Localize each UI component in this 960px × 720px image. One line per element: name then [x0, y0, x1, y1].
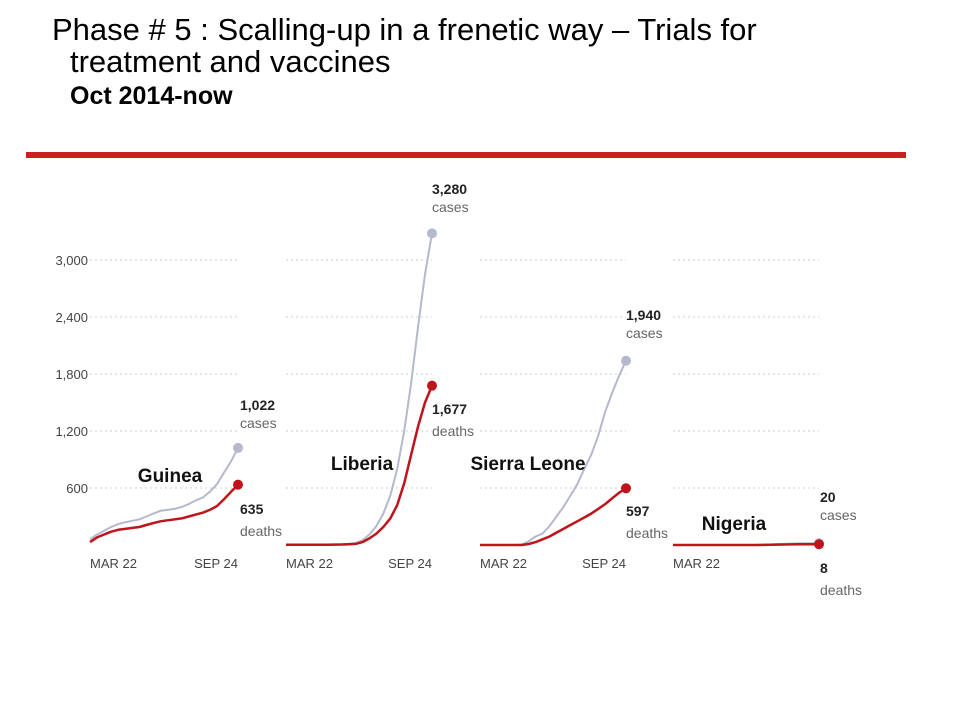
panel-title: Guinea: [138, 466, 203, 487]
x-tick-label: MAR 22: [90, 556, 137, 571]
series-line-deaths: [480, 487, 627, 547]
series-line-cases: [480, 360, 627, 546]
x-tick-label: SEP 24: [582, 556, 626, 571]
slide-title-line2: treatment and vaccines: [70, 44, 391, 79]
cases-value-label: 1,022: [240, 397, 275, 413]
end-point-deaths: [427, 380, 437, 391]
slide-title-line1: Phase # 5 : Scalling-up in a frenetic wa…: [52, 12, 757, 47]
panel-title: Nigeria: [702, 514, 767, 535]
y-tick-label: 3,000: [55, 253, 88, 268]
x-tick-label: MAR 22: [673, 556, 720, 571]
y-tick-label: 1,800: [55, 367, 88, 382]
panel-title: Liberia: [331, 454, 394, 475]
deaths-unit-label: deaths: [240, 523, 282, 539]
y-tick-label: 600: [66, 481, 88, 496]
end-point-deaths: [233, 479, 243, 490]
cases-value-label: 1,940: [626, 307, 661, 323]
deaths-value-label: 597: [626, 503, 650, 519]
series-line-deaths: [89, 483, 239, 544]
deaths-value-label: 1,677: [432, 401, 467, 417]
series-line-deaths: [286, 385, 434, 546]
deaths-unit-label: deaths: [432, 423, 474, 439]
series-line-cases: [89, 447, 239, 541]
x-tick-label: MAR 22: [480, 556, 527, 571]
cases-value-label: 20: [820, 489, 836, 505]
slide-subtitle: Oct 2014-now: [70, 82, 233, 110]
deaths-value-label: 635: [240, 501, 264, 517]
cases-value-label: 3,280: [432, 181, 467, 197]
deaths-unit-label: deaths: [626, 525, 668, 541]
x-tick-label: SEP 24: [388, 556, 432, 571]
series-line-cases: [286, 233, 433, 546]
deaths-value-label: 8: [820, 560, 828, 576]
end-point-cases: [427, 228, 437, 239]
end-point-cases: [233, 442, 243, 453]
end-point-deaths: [621, 483, 631, 494]
x-tick-label: SEP 24: [194, 556, 238, 571]
x-tick-label: MAR 22: [286, 556, 333, 571]
end-point-deaths: [814, 539, 824, 550]
cases-unit-label: cases: [240, 415, 277, 431]
slide-title: Phase # 5 : Scalling-up in a frenetic wa…: [52, 14, 757, 78]
cases-unit-label: cases: [432, 199, 469, 215]
panel-title: Sierra Leone: [470, 454, 585, 475]
cases-unit-label: cases: [820, 507, 857, 523]
y-tick-label: 1,200: [55, 424, 88, 439]
y-tick-label: 2,400: [55, 310, 88, 325]
series-line-deaths: [673, 542, 819, 547]
cases-unit-label: cases: [626, 325, 663, 341]
end-point-cases: [621, 355, 631, 366]
red-divider-rule: [26, 152, 906, 158]
deaths-unit-label: deaths: [820, 582, 862, 598]
